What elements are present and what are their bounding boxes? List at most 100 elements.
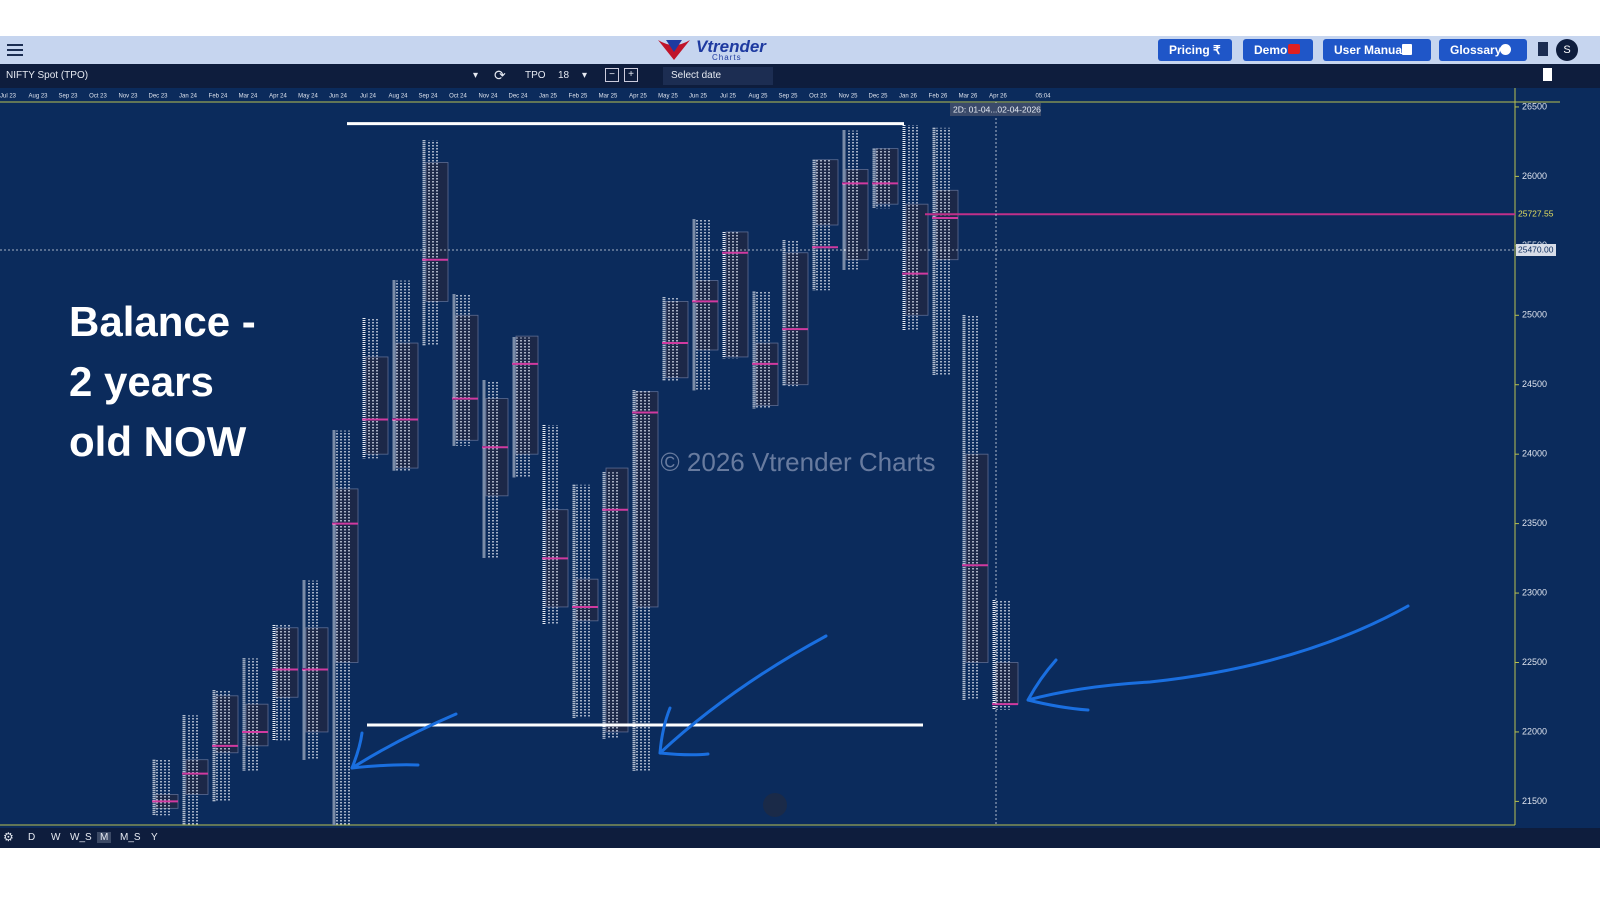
x-tick-label: Feb 24 <box>209 94 228 100</box>
price-label: 25727.55 <box>1518 208 1554 218</box>
profile-letters <box>726 231 740 359</box>
profile-letters <box>966 315 980 700</box>
profile-letters <box>606 472 620 739</box>
arrows <box>350 604 1410 770</box>
zoom-out[interactable]: − <box>605 68 619 82</box>
x-tick-label: Mar 26 <box>959 94 978 100</box>
logo: Vtrender <box>696 37 766 56</box>
profile-letters <box>816 159 830 291</box>
profile-letters <box>846 130 860 270</box>
y-tick-label: 22500 <box>1522 657 1547 667</box>
refresh-icon[interactable]: ⟳ <box>494 67 506 83</box>
arrow <box>1026 604 1410 712</box>
price-badge <box>1516 244 1556 256</box>
x-tick-label: Nov 23 <box>118 94 138 100</box>
timeframe[interactable]: M <box>97 832 112 843</box>
x-tick-label: Jan 26 <box>899 94 918 100</box>
manual-icon <box>1402 44 1412 55</box>
x-tick-label: Dec 24 <box>508 94 528 100</box>
side-icon[interactable] <box>1543 68 1552 81</box>
marks: 21500 22000 22500 23000 23500 24000 24500 25000… <box>0 94 1556 825</box>
size-dropdown[interactable]: ▾ <box>582 70 588 81</box>
y-tick-label: 24500 <box>1522 379 1547 389</box>
profile-letters <box>876 148 890 209</box>
pricing-button[interactable]: Pricing ₹ <box>1158 39 1232 61</box>
price-label: 25470.00 <box>1518 244 1554 254</box>
y-tick-label: 25000 <box>1522 310 1547 320</box>
profile-letters <box>786 240 800 387</box>
avatar[interactable]: S <box>1556 39 1578 61</box>
profile-letters <box>426 140 440 346</box>
x-tick-label: Jun 25 <box>689 94 708 100</box>
x-tick-label: Sep 24 <box>418 94 438 100</box>
annotation: Balance - <box>69 298 256 345</box>
x-tick-label: Nov 24 <box>478 94 498 100</box>
timeframe[interactable]: Y <box>151 832 158 843</box>
timeframe[interactable]: W_S <box>70 832 92 843</box>
x-tick-label: Jan 24 <box>179 94 198 100</box>
profile-letters <box>396 280 410 471</box>
profile-letters <box>276 625 290 741</box>
x-tick-label: Nov 25 <box>838 94 858 100</box>
profile-letters <box>756 291 770 409</box>
header: Vtrender Charts Pricing ₹ Demo User Manu… <box>0 36 1600 64</box>
annotation: 2 years <box>69 358 214 405</box>
toolbar: NIFTY Spot (TPO) ▾ ⟳ TPO 18 ▾ − + Select… <box>0 64 1600 88</box>
x-tick-label: Sep 23 <box>58 94 78 100</box>
date-label: 2D: 01-04...02-04-2026 <box>953 104 1041 114</box>
timeframe[interactable]: W <box>51 832 61 843</box>
y-tick-label: 24000 <box>1522 449 1547 459</box>
profile-letters <box>936 127 950 376</box>
screenshot-button[interactable] <box>763 793 787 817</box>
demo-icon <box>1288 44 1300 54</box>
y-tick-label: 22000 <box>1522 726 1547 736</box>
profile-letters <box>456 294 470 446</box>
symbol[interactable]: NIFTY Spot (TPO) <box>6 70 89 81</box>
x-tick-label: Mar 24 <box>239 94 258 100</box>
x-tick-label: Feb 25 <box>569 94 588 100</box>
chart: 21500 22000 22500 23000 23500 24000 24500 25000… <box>0 88 1600 828</box>
manual-button[interactable]: User Manual <box>1323 39 1432 61</box>
x-tick-label: Oct 23 <box>89 94 107 100</box>
x-tick-label: Oct 24 <box>449 94 467 100</box>
logo-sub: Charts <box>712 53 742 62</box>
arrow <box>658 634 828 757</box>
profile-letters <box>486 380 500 559</box>
x-tick-label: Aug 24 <box>388 94 408 100</box>
menu-icon[interactable] <box>4 36 28 64</box>
x-tick-label: Aug 23 <box>28 94 48 100</box>
zoom-in[interactable]: + <box>624 68 638 82</box>
profile-letters <box>636 390 650 771</box>
watermark: © 2026 Vtrender Charts <box>661 447 936 477</box>
y-tick-label: 23500 <box>1522 518 1547 528</box>
date-input[interactable]: Select date <box>663 67 773 85</box>
bookmark-icon[interactable] <box>1538 42 1548 56</box>
x-tick-label: Feb 26 <box>929 94 948 100</box>
profile-letters <box>906 125 920 331</box>
x-tick-label: Sep 25 <box>778 94 798 100</box>
symbol-dropdown[interactable]: ▾ <box>473 70 479 81</box>
profile-letters <box>336 430 350 825</box>
settings-icon[interactable]: ⚙ <box>3 830 14 844</box>
mode[interactable]: TPO <box>525 70 546 81</box>
profile-letters <box>546 425 560 625</box>
profile-letters <box>666 297 680 381</box>
x-tick-label: Dec 23 <box>148 94 168 100</box>
x-tick-label: Dec 25 <box>868 94 888 100</box>
timeframe[interactable]: D <box>28 832 36 843</box>
x-tick-label: Jan 25 <box>539 94 558 100</box>
demo-button[interactable]: Demo <box>1243 39 1314 61</box>
x-tick-label: Mar 25 <box>599 94 618 100</box>
y-tick-label: 23000 <box>1522 587 1547 597</box>
logo-icon <box>658 40 690 60</box>
x-tick-label: May 24 <box>298 94 318 100</box>
x-tick-label: Jun 24 <box>329 94 348 100</box>
y-tick-label: 21500 <box>1522 796 1547 806</box>
size[interactable]: 18 <box>558 70 570 81</box>
glossary-button[interactable]: Glossary <box>1439 39 1528 61</box>
time-label: 05:04 <box>1035 94 1051 100</box>
annotation: old NOW <box>69 418 247 465</box>
profile-letters <box>516 337 530 478</box>
timeframe[interactable]: M_S <box>120 832 141 843</box>
